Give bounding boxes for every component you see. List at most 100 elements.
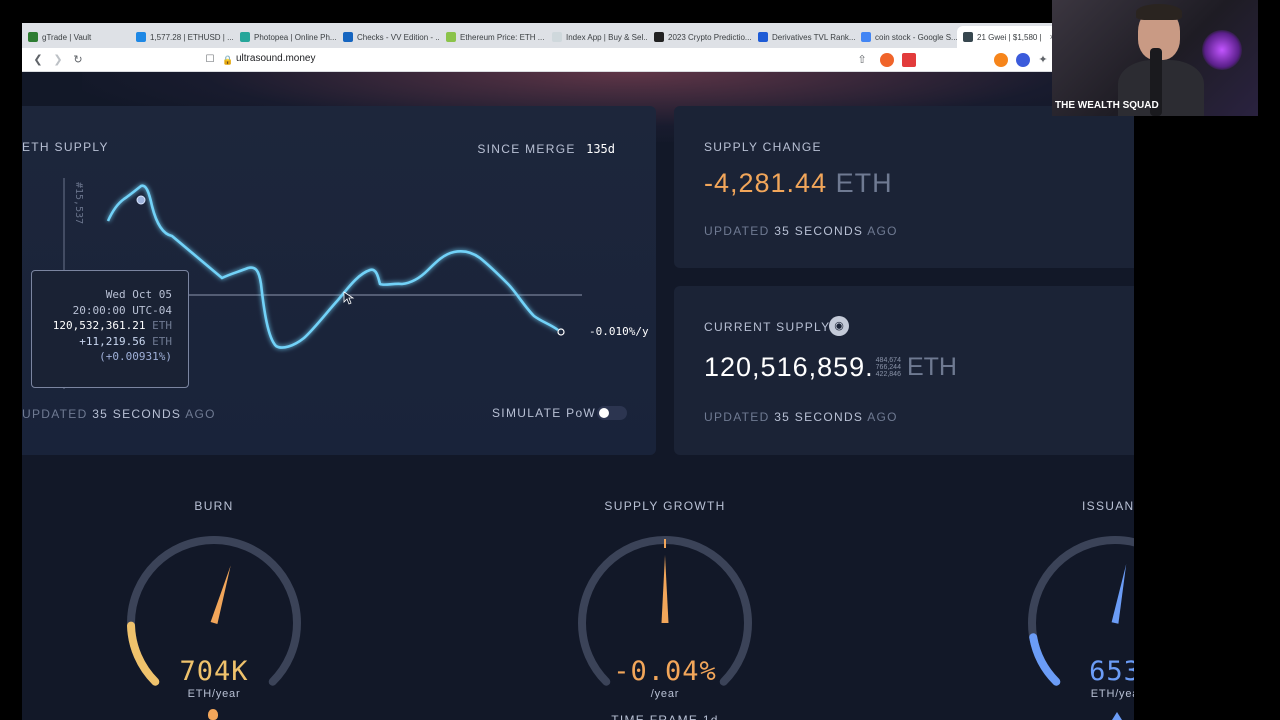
tab-label: Ethereum Price: ETH ... <box>460 32 545 42</box>
burn-gauge-fill <box>127 621 160 686</box>
issuance-arrow-icon <box>1112 712 1122 720</box>
supply-change-updated: UPDATED 35 SECONDS AGO <box>704 224 898 238</box>
eth-supply-card: ETH SUPPLY SINCE MERGE 135d #15,537 <box>22 106 656 455</box>
simulate-pow-toggle[interactable] <box>597 406 627 420</box>
tab-label: Photopea | Online Ph... <box>254 32 337 42</box>
tab-favicon-icon <box>240 32 250 42</box>
tab-favicon-icon <box>446 32 456 42</box>
browser-tab[interactable]: 2023 Crypto Predictio... <box>648 26 752 48</box>
current-updated-value: 35 SECONDS <box>774 410 864 424</box>
supply-change-title: SUPPLY CHANGE <box>704 140 822 154</box>
tab-label: Checks - VV Edition - ... <box>357 32 440 42</box>
ultrasound-page: ETH SUPPLY SINCE MERGE 135d #15,537 <box>22 72 1134 720</box>
current-supply-unit: ETH <box>906 353 957 381</box>
supply-growth-unit: /year <box>650 688 680 700</box>
tab-label: gTrade | Vault <box>42 32 92 42</box>
browser-toolbar: ❮ ❯ ↻ ☐ 🔒 ultrasound.money ⇧ ✦ <box>22 48 1134 72</box>
tab-favicon-icon <box>654 32 664 42</box>
browser-tab[interactable]: Photopea | Online Ph... <box>234 26 337 48</box>
current-supply-amount: 120,516,859. 484,674 766,244 422,846 ETH <box>704 352 957 383</box>
mouse-cursor-icon <box>343 291 355 305</box>
forward-icon[interactable]: ❯ <box>53 54 63 66</box>
browser-tab[interactable]: Checks - VV Edition - ... <box>337 26 440 48</box>
webcam-label: THE WEALTH SQUAD <box>1055 100 1159 111</box>
webcam-overlay: THE WEALTH SQUAD <box>1052 0 1258 116</box>
supply-change-card: SUPPLY CHANGE -4,281.44 ETH UPDATED 35 S… <box>674 106 1134 268</box>
bookmark-icon[interactable]: ☐ <box>205 54 215 65</box>
browser-tab[interactable]: 1,577.28 | ETHUSD | ... <box>130 26 234 48</box>
decimal-line-2: 766,244 <box>875 364 901 371</box>
issuance-gauge-fill <box>1029 633 1061 686</box>
time-frame-label: TIME FRAME 1d <box>611 713 719 720</box>
current-supply-title: CURRENT SUPPLY <box>704 320 831 334</box>
browser-tab[interactable]: Ethereum Price: ETH ... <box>440 26 546 48</box>
supply-updated-suffix: AGO <box>185 407 216 421</box>
tab-label: 2023 Crypto Predictio... <box>668 32 752 42</box>
current-supply-decimals: 484,674 766,244 422,846 <box>876 357 901 378</box>
decimal-line-1: 484,674 <box>875 357 901 364</box>
current-supply-card: CURRENT SUPPLY ◉ 120,516,859. 484,674 76… <box>674 286 1134 455</box>
tab-label: 1,577.28 | ETHUSD | ... <box>150 32 234 42</box>
microphone <box>1150 48 1162 116</box>
chart-end-dot <box>557 328 565 336</box>
nerd-face-icon: ◉ <box>829 316 849 336</box>
issuance-value: 653 <box>1089 656 1134 687</box>
supply-updated-value: 35 SECONDS <box>92 407 182 421</box>
tab-favicon-icon <box>963 32 973 42</box>
browser-tab[interactable]: 21 Gwei | $1,580 |× <box>957 26 1057 48</box>
presenter-hair <box>1136 4 1182 20</box>
tooltip-date: Wed Oct 05 <box>105 288 172 301</box>
tooltip-supply: 120,532,361.21 ETH <box>32 318 172 334</box>
since-merge-label: SINCE MERGE <box>477 142 576 156</box>
burn-title: BURN <box>194 499 234 513</box>
supply-updated-prefix: UPDATED <box>22 407 88 421</box>
change-updated-value: 35 SECONDS <box>774 224 864 238</box>
back-icon[interactable]: ❮ <box>33 54 43 66</box>
tooltip-delta-value: +11,219.56 <box>79 334 146 348</box>
supply-growth-value: -0.04% <box>613 656 717 687</box>
brave-shield-icon[interactable] <box>880 53 894 67</box>
issuance-gauge <box>1028 536 1134 686</box>
current-supply-value: 120,516,859. <box>704 352 874 382</box>
reload-icon[interactable]: ↻ <box>73 54 83 66</box>
browser-tab[interactable]: Index App | Buy & Sel... <box>546 26 648 48</box>
metamask-icon[interactable] <box>994 53 1008 67</box>
decimal-line-3: 422,846 <box>875 371 901 378</box>
since-merge-value: 135d <box>586 142 615 156</box>
tab-label: Derivatives TVL Rank... <box>772 32 855 42</box>
current-supply-updated: UPDATED 35 SECONDS AGO <box>704 410 898 424</box>
brave-rewards-icon[interactable] <box>902 53 916 67</box>
tab-favicon-icon <box>861 32 871 42</box>
supply-line <box>106 184 559 349</box>
browser-tab[interactable]: coin stock - Google S... <box>855 26 957 48</box>
growth-gauge-needle <box>661 555 669 623</box>
supply-growth-title: SUPPLY GROWTH <box>604 499 726 513</box>
burn-gauge-needle <box>210 565 231 624</box>
supply-change-unit: ETH <box>835 168 893 198</box>
tab-favicon-icon <box>343 32 353 42</box>
browser-tab[interactable]: gTrade | Vault <box>22 26 130 48</box>
tooltip-delta-unit: ETH <box>152 334 172 348</box>
since-merge: SINCE MERGE 135d <box>477 140 615 158</box>
extension-icon[interactable] <box>1016 53 1030 67</box>
browser-tab[interactable]: Derivatives TVL Rank... <box>752 26 855 48</box>
change-updated-suffix: AGO <box>867 224 898 238</box>
fire-icon <box>208 709 218 720</box>
supply-chart[interactable]: #15,537 -0.010%/y <box>22 106 656 455</box>
toggle-knob <box>599 408 609 418</box>
current-updated-suffix: AGO <box>867 410 898 424</box>
tab-label: Index App | Buy & Sel... <box>566 32 648 42</box>
burn-value: 704K <box>179 656 249 687</box>
tooltip-delta: +11,219.56 ETH <box>32 334 172 350</box>
share-icon[interactable]: ⇧ <box>857 54 867 66</box>
burn-unit: ETH/year <box>187 688 241 700</box>
extensions-puzzle-icon[interactable]: ✦ <box>1038 54 1048 66</box>
supply-growth-gauge <box>578 536 752 686</box>
chart-axis-label: #15,537 <box>73 182 84 224</box>
browser-window: gTrade | Vault 1,577.28 | ETHUSD | ... Pho… <box>22 23 1134 720</box>
purple-light <box>1202 30 1242 70</box>
tooltip-time: 20:00:00 UTC-04 <box>72 303 172 317</box>
issuance-unit: ETH/yea <box>1090 688 1134 700</box>
address-bar[interactable]: ultrasound.money <box>236 53 316 64</box>
issuance-gauge-track <box>1028 536 1134 686</box>
